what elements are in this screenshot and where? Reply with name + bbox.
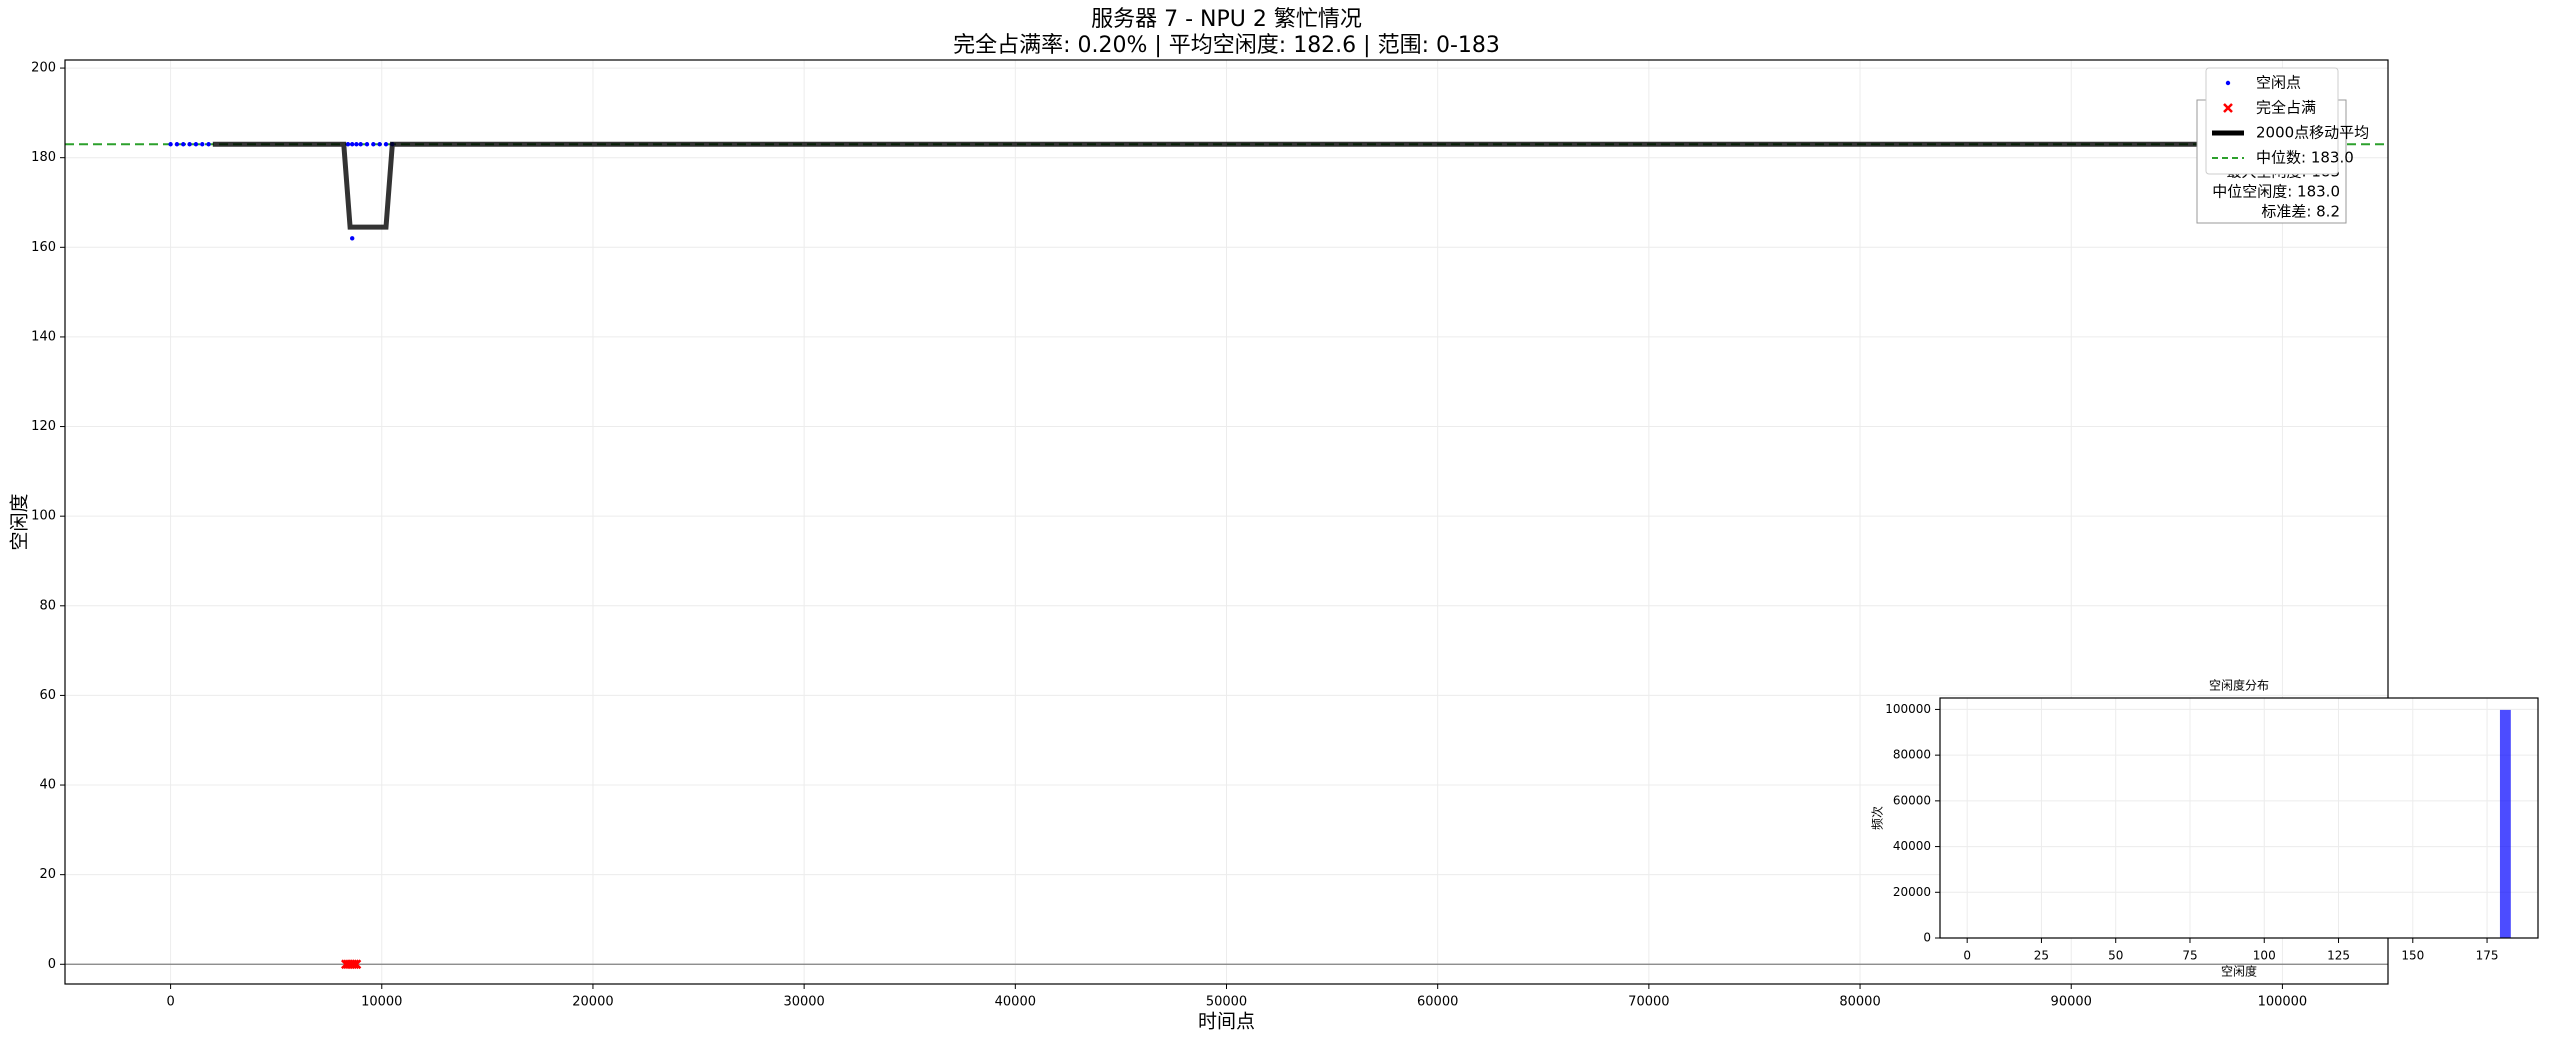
legend-symbol	[2223, 103, 2233, 113]
legend-label: 中位数: 183.0	[2256, 149, 2354, 167]
y-tick-label: 40000	[1893, 839, 1931, 853]
plot-area	[1940, 698, 2538, 938]
idle-point	[187, 142, 192, 147]
x-tick-label: 80000	[1839, 995, 1880, 1010]
legend-label: 2000点移动平均	[2256, 124, 2369, 142]
y-tick-label: 60000	[1893, 793, 1931, 807]
idle-point	[364, 142, 370, 147]
legend-label: 空闲点	[2256, 74, 2301, 92]
y-tick-label: 200	[31, 61, 56, 76]
y-axis-label: 频次	[1871, 806, 1885, 830]
idle-point	[350, 142, 355, 147]
y-tick-label: 0	[48, 957, 56, 972]
legend-frame	[2205, 67, 2339, 175]
y-tick-label: 80	[39, 598, 56, 613]
x-tick-label: 70000	[1628, 995, 1669, 1010]
histogram-bar	[2499, 709, 2511, 938]
full-marker	[349, 959, 360, 970]
x-tick-label: 40000	[995, 995, 1036, 1010]
legend-symbol	[2225, 80, 2231, 86]
idle-point	[371, 142, 376, 147]
idle-point	[383, 142, 389, 147]
x-tick-label: 30000	[783, 995, 824, 1010]
y-tick-label: 80000	[1893, 748, 1931, 762]
idle-point	[350, 236, 355, 241]
y-tick-label: 60	[39, 688, 56, 703]
x-tick-label: 90000	[2051, 995, 2092, 1010]
idle-point	[181, 142, 186, 147]
x-tick-label: 100000	[2258, 995, 2308, 1010]
legend-label: 完全占满	[2256, 99, 2316, 117]
y-tick-label: 160	[31, 240, 56, 255]
y-axis-label: 空闲度	[9, 493, 31, 550]
x-axis-label: 时间点	[1198, 1011, 1255, 1033]
x-tick-label: 50	[2108, 949, 2123, 963]
y-tick-label: 180	[31, 150, 56, 165]
plot-frame	[1939, 697, 2539, 939]
y-tick-label: 100000	[1885, 702, 1931, 716]
x-axis-label: 空闲度	[2221, 964, 2257, 979]
x-tick-label: 0	[166, 995, 174, 1010]
y-tick-label: 20000	[1893, 885, 1931, 899]
x-tick-label: 175	[2476, 949, 2499, 963]
chart-subtitle: 完全占满率: 0.20% | 平均空闲度: 182.6 | 范围: 0-183	[953, 33, 1500, 58]
y-tick-label: 40	[39, 778, 56, 793]
stats-line: 中位空闲度: 183.0	[2212, 183, 2340, 201]
idle-point	[174, 142, 180, 147]
chart-title: 服务器 7 - NPU 2 繁忙情况	[1091, 7, 1362, 32]
moving-average-line	[212, 141, 2283, 230]
x-tick-label: 125	[2327, 949, 2350, 963]
idle-point	[354, 142, 359, 147]
x-tick-label: 150	[2401, 949, 2424, 963]
y-tick-label: 20	[39, 867, 56, 882]
x-tick-label: 75	[2182, 949, 2197, 963]
idle-point	[193, 142, 199, 147]
x-tick-label: 50000	[1206, 995, 1247, 1010]
chart-title: 空闲度分布	[2209, 678, 2269, 693]
idle-point	[345, 142, 351, 147]
y-tick-label: 100	[31, 509, 56, 524]
x-tick-label: 100	[2253, 949, 2276, 963]
idle-point	[200, 142, 205, 147]
full-marker	[351, 959, 362, 970]
y-tick-label: 120	[31, 419, 56, 434]
y-tick-label: 0	[1923, 931, 1931, 945]
x-tick-label: 25	[2034, 949, 2049, 963]
y-tick-label: 140	[31, 329, 56, 344]
idle-point	[377, 142, 382, 147]
idle-point	[358, 142, 363, 147]
x-tick-label: 0	[1963, 949, 1971, 963]
x-tick-label: 60000	[1417, 995, 1458, 1010]
idle-point	[206, 142, 211, 147]
x-tick-label: 10000	[361, 995, 402, 1010]
idle-point	[168, 142, 173, 147]
stats-line: 标准差: 8.2	[2261, 203, 2340, 221]
plot-frame	[64, 59, 2389, 985]
x-tick-label: 20000	[572, 995, 613, 1010]
